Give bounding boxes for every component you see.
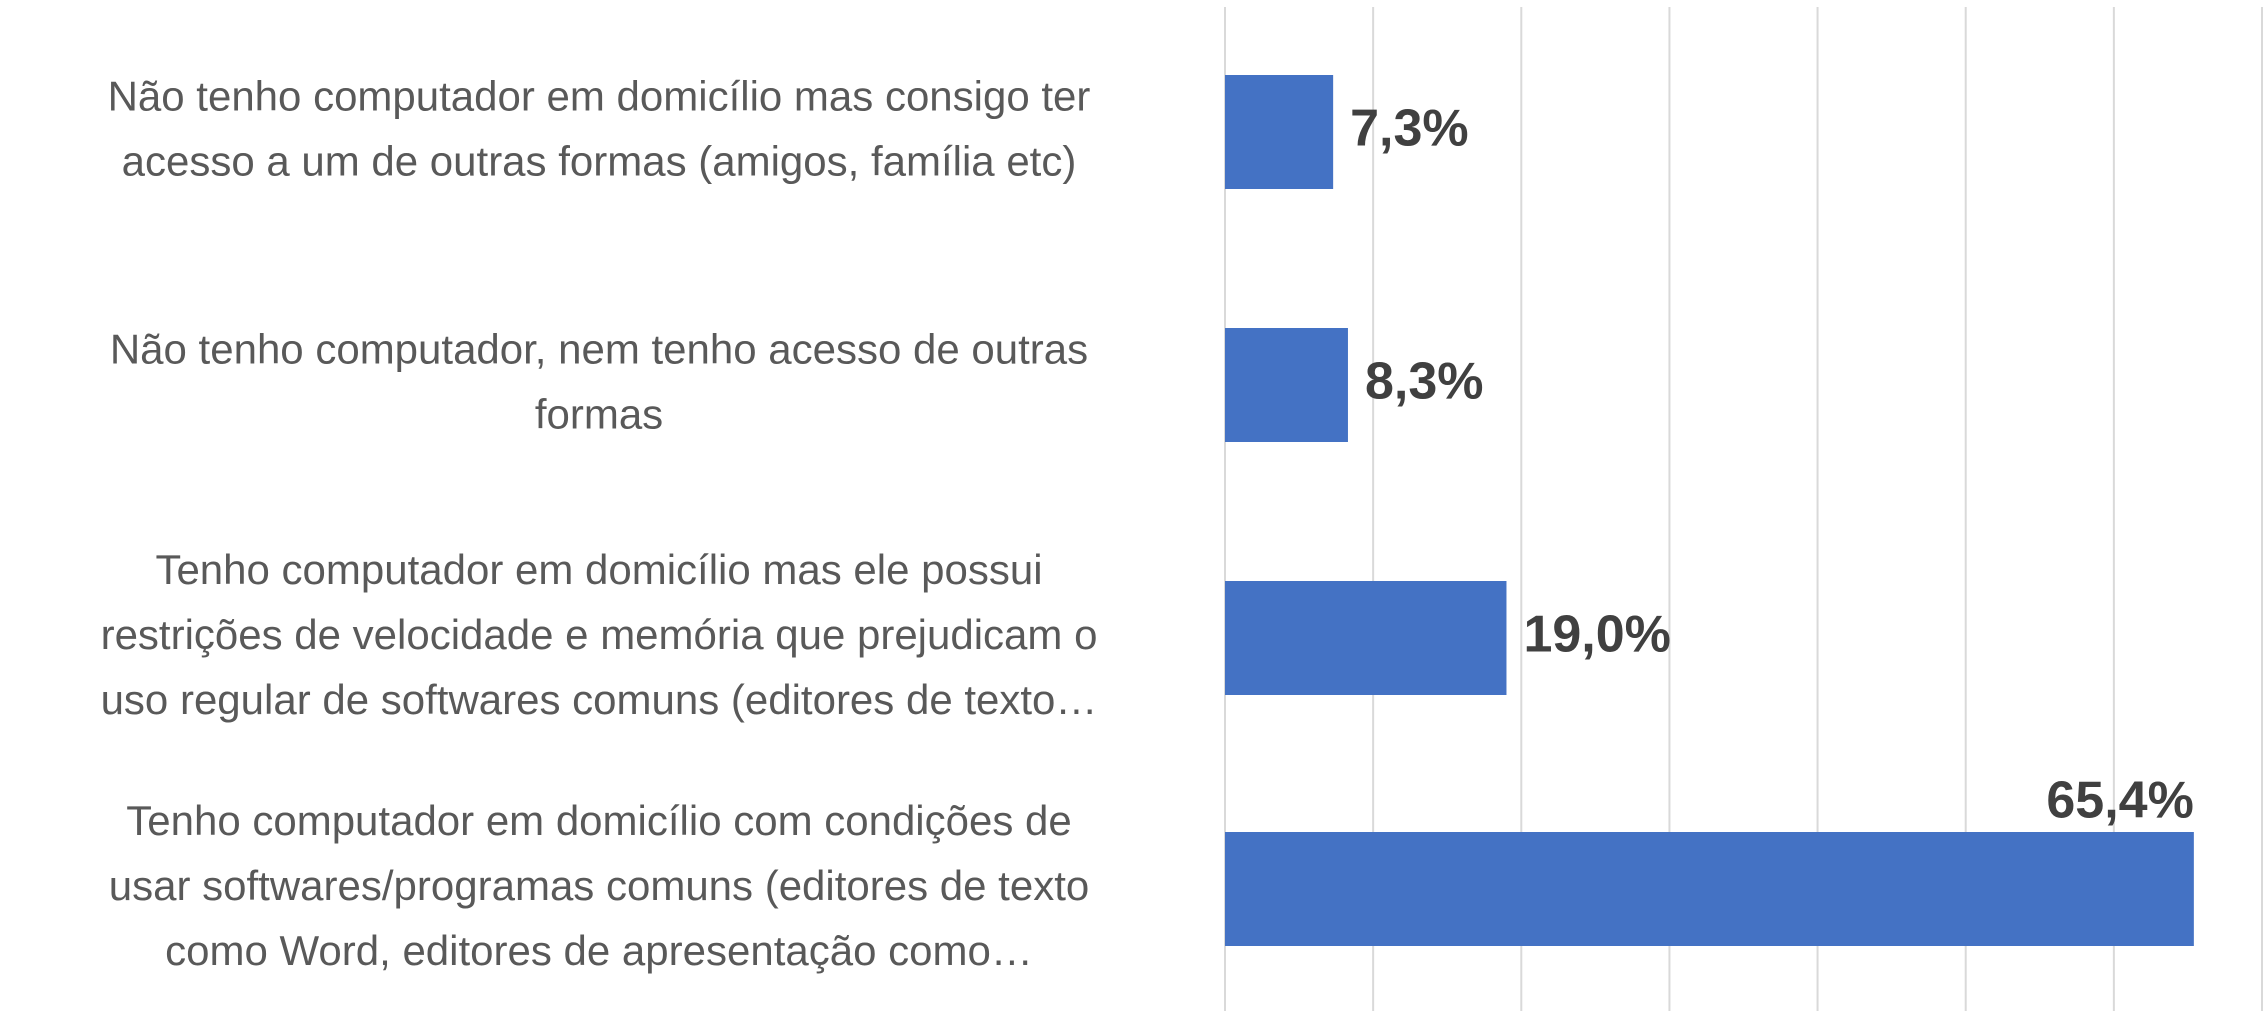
- bar: [1225, 832, 2194, 946]
- category-label: restrições de velocidade e memória que p…: [101, 611, 1098, 658]
- category-label: usar softwares/programas comuns (editore…: [109, 862, 1089, 909]
- category-label: Tenho computador em domicílio mas ele po…: [155, 546, 1042, 593]
- category-label: como Word, editores de apresentação como…: [165, 927, 1033, 974]
- category-label: acesso a um de outras formas (amigos, fa…: [122, 138, 1077, 185]
- bar: [1225, 328, 1348, 442]
- category-label: Não tenho computador, nem tenho acesso d…: [110, 326, 1088, 373]
- value-label: 8,3%: [1365, 353, 1484, 411]
- category-label: uso regular de softwares comuns (editore…: [101, 676, 1098, 723]
- category-label: Não tenho computador em domicílio mas co…: [108, 73, 1091, 120]
- bar: [1225, 581, 1507, 695]
- value-label: 19,0%: [1523, 606, 1670, 664]
- value-label: 7,3%: [1350, 100, 1469, 158]
- value-label: 65,4%: [2046, 772, 2193, 830]
- bar: [1225, 75, 1334, 189]
- category-label: formas: [535, 391, 663, 438]
- category-label: Tenho computador em domicílio com condiç…: [126, 797, 1072, 844]
